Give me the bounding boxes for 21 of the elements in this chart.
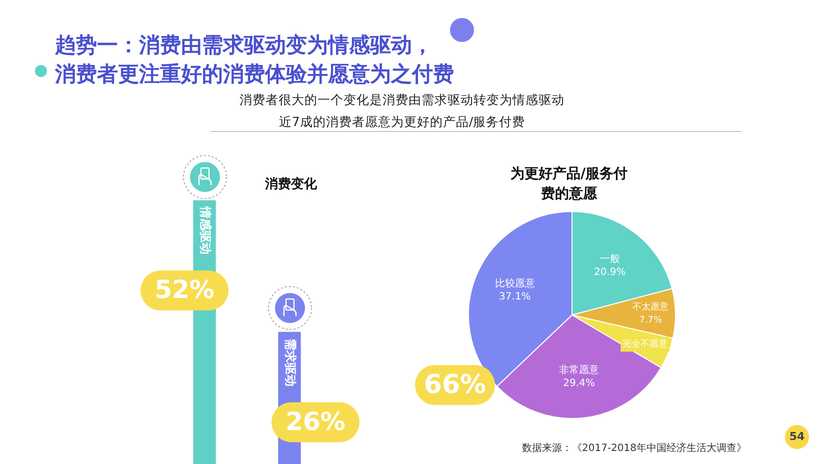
data-label: 52% xyxy=(154,275,214,304)
text: 近7成的消费者愿意为更好的产品/服务付费 xyxy=(278,113,526,131)
slice-label: 一般 xyxy=(600,254,620,265)
slice-label: 完全不愿意 xyxy=(622,338,668,350)
source-note: 数据来源：《2017-2018年中国经济生活大调查》 xyxy=(522,442,747,455)
data-label: 26% xyxy=(286,406,346,436)
slice-label: 非常愿意 xyxy=(559,364,600,376)
x-tick-label: 需求驱动 xyxy=(283,338,298,386)
slice-label: 不太愿意 xyxy=(632,302,669,313)
text: 趋势一：消费由需求驱动变为情感驱动，消费者更注重好的消费体验并愿意为之付费 xyxy=(55,32,455,88)
text: 66% xyxy=(415,365,495,405)
data-label: 37.1% xyxy=(499,292,531,303)
chart-title: 消费变化 xyxy=(265,176,317,193)
text: 消费者很大的一个变化是消费由需求驱动转变为情感驱动 xyxy=(238,91,566,109)
slice-label: 比较愿意 xyxy=(494,278,535,290)
text: 54 xyxy=(785,425,809,449)
data-label: 7.7% xyxy=(639,316,663,326)
data-label: 20.9% xyxy=(594,266,626,278)
data-label: 29.4% xyxy=(563,378,595,389)
chart-title: 为更好产品/服务付费的意愿 xyxy=(509,165,629,204)
x-tick-label: 情感驱动 xyxy=(198,206,212,255)
